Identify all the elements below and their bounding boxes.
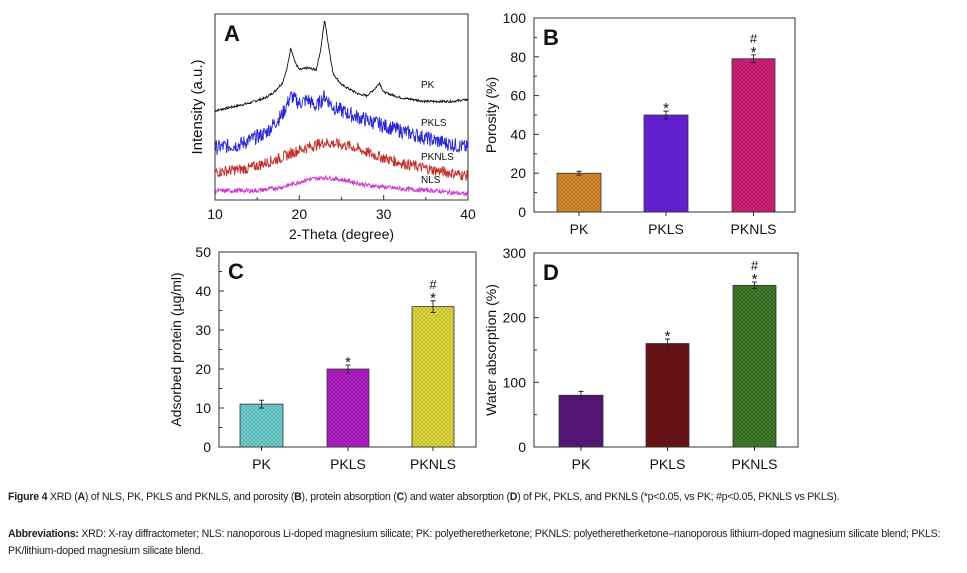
error-bar [578,390,584,400]
panel-label: A [224,21,240,46]
x-tick-label: PK [570,221,589,237]
y-tick-label: 40 [510,126,526,142]
bar-pkls [326,368,370,448]
x-tick-label: PK [252,456,271,472]
y-tick-label: 10 [195,400,211,416]
caption-text: XRD ( [47,491,78,503]
xrd-series-pknls [214,137,469,181]
caption-text: ) of NLS, PK, PKLS and PKNLS, and porosi… [84,491,295,503]
bar-pkls [645,343,690,448]
series-label-pknls: PKNLS [421,152,454,163]
bar-pknls [732,284,777,448]
panel-c-protein-chart: C 0 10 20 30 40 50 Adsorbed protein (µg/ml) PK PK… [168,244,477,472]
caption-text: ), protein absorption ( [301,491,397,503]
caption-text: ) and water absorption ( [403,491,510,503]
significance-star: * [345,354,351,371]
significance-hash: # [751,258,759,273]
y-tick-label: 60 [510,88,526,104]
error-bar [663,110,669,120]
y-tick-label: 30 [195,322,211,338]
caption-text: ) of PK, PKLS, and PKNLS (*p<0.05, vs PK… [517,491,840,503]
significance-star: * [752,271,758,288]
significance-star: * [430,290,436,307]
figure-caption: Figure 4 XRD (A) of NLS, PK, PKLS and PK… [8,489,963,506]
bar-pkls [643,114,689,213]
caption-ref: D [509,491,518,503]
y-tick-label: 100 [503,374,527,390]
significance-star: * [665,328,671,345]
x-axis-label: 2-Theta (degree) [289,226,394,242]
y-tick-label: 0 [518,439,526,455]
y-tick-label: 300 [503,245,527,261]
y-tick-label: 20 [510,165,526,181]
panel-d-water-absorption-chart: D 0 100 200 300 Water absorption (%) PK PKLS * PK… [483,245,799,472]
significance-hash: # [429,277,437,292]
y-axis-label: Porosity (%) [483,77,499,153]
xrd-series-nls [214,174,469,197]
abbreviations-text: XRD: X-ray diffractometer; NLS: nanoporo… [8,528,941,557]
series-label-pkls: PKLS [421,118,447,129]
y-tick-label: 0 [203,439,211,455]
bar-pk [558,394,604,448]
x-tick-label: PKLS [650,456,686,472]
xrd-series-pkls [214,90,469,156]
caption-ref: C [396,491,405,503]
x-tick-label: PKNLS [410,456,456,472]
y-axis-label: Water absorption (%) [483,284,499,416]
x-tick-label: PK [572,456,591,472]
series-label-pk: PK [421,80,435,91]
x-tick-label: PKNLS [731,221,777,237]
x-tick-label: PKNLS [732,456,778,472]
error-bar [345,364,351,374]
y-tick-label: 0 [518,204,526,220]
significance-star: * [663,100,669,117]
x-tick-label: PKLS [330,456,366,472]
caption-ref: A [77,491,86,503]
bar-pk [556,172,602,213]
abbreviations: Abbreviations: XRD: X-ray diffractometer… [8,526,963,560]
y-tick-label: 40 [195,283,211,299]
y-tick-label: 100 [503,10,527,26]
x-tick-label: 20 [292,206,308,222]
abbreviations-label: Abbreviations: [8,528,79,540]
bar-pk [239,403,284,448]
x-tick-label: 30 [376,206,392,222]
error-bar [665,338,670,349]
y-axis-label: Intensity (a.u.) [189,59,206,154]
series-label-nls: NLS [421,175,441,186]
significance-star: * [751,44,757,61]
panel-label: C [228,259,244,284]
y-tick-label: 50 [195,244,211,260]
panel-label: B [543,25,559,50]
x-tick-label: PKLS [648,221,684,237]
y-tick-label: 20 [195,361,211,377]
figure: A 10 20 30 40 2-Theta (degree) Intensity (a.u.… [168,10,799,472]
error-bar [430,300,436,313]
bar-pknls [731,58,776,213]
caption-ref: B [294,491,302,503]
xrd-series-pk [214,20,469,113]
y-tick-label: 80 [510,49,526,65]
figure-label: Figure 4 [8,491,48,503]
y-axis-label: Adsorbed protein (µg/ml) [168,272,184,426]
panel-label: D [543,260,559,285]
significance-hash: # [750,31,758,46]
x-tick-label: 10 [207,206,223,222]
y-tick-label: 200 [503,310,527,326]
error-bar [576,170,582,176]
bar-pknls [411,306,455,448]
error-bar [259,399,264,409]
error-bar [752,281,757,290]
x-tick-label: 40 [460,206,476,222]
panel-a-xrd-chart: A 10 20 30 40 2-Theta (degree) Intensity (a.u.… [189,13,476,242]
error-bar [751,54,756,64]
